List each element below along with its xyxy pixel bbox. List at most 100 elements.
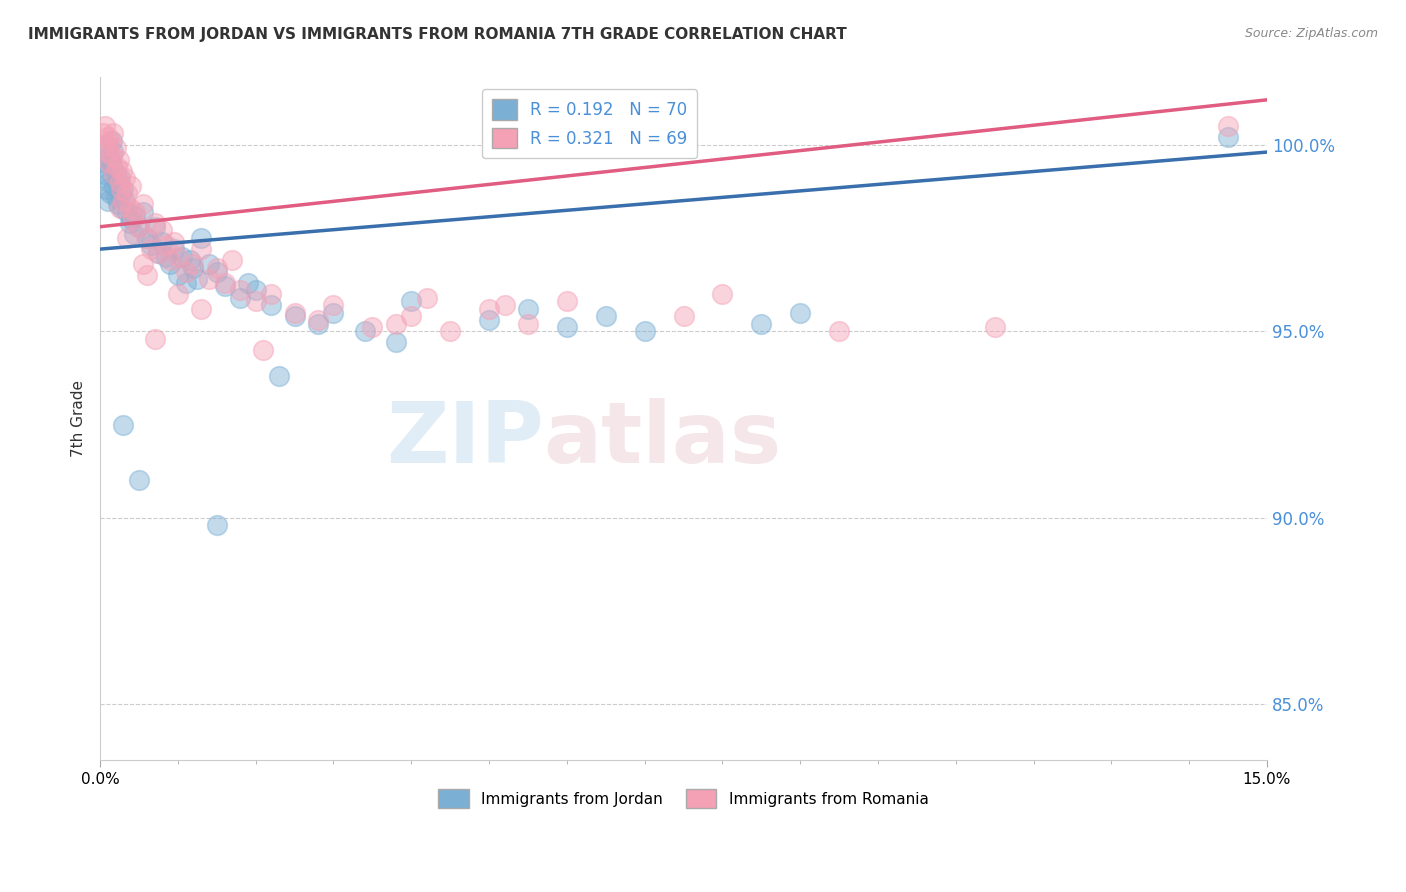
Point — [163, 242, 186, 256]
Text: atlas: atlas — [544, 398, 782, 481]
Point — [124, 209, 146, 223]
Point — [96, 137, 118, 152]
Text: IMMIGRANTS FROM JORDAN VS IMMIGRANTS FROM ROMANIA 7TH GRADE CORRELATION CHART: IMMIGRANTS FROM JORDAN VS IMMIGRANTS FRO… — [28, 27, 846, 42]
Point — [97, 149, 120, 163]
Point — [108, 175, 131, 189]
Point — [117, 231, 139, 245]
Point — [205, 518, 228, 533]
Point — [117, 186, 139, 201]
Point — [96, 156, 118, 170]
Point — [416, 291, 439, 305]
Point — [284, 310, 307, 324]
Point — [97, 175, 120, 189]
Point — [155, 238, 177, 252]
Point — [98, 163, 121, 178]
Point — [112, 182, 135, 196]
Point — [107, 197, 129, 211]
Point — [245, 294, 267, 309]
Point — [183, 260, 205, 275]
Point — [98, 186, 121, 201]
Point — [190, 242, 212, 256]
Point — [120, 178, 142, 193]
Point — [148, 245, 170, 260]
Point — [478, 301, 501, 316]
Point — [198, 272, 221, 286]
Point — [190, 301, 212, 316]
Point — [183, 257, 205, 271]
Point — [97, 130, 120, 145]
Point — [111, 201, 134, 215]
Point — [132, 257, 155, 271]
Point — [118, 216, 141, 230]
Point — [384, 335, 406, 350]
Text: ZIP: ZIP — [385, 398, 544, 481]
Point — [672, 310, 695, 324]
Point — [1216, 130, 1239, 145]
Point — [174, 276, 197, 290]
Point — [983, 320, 1005, 334]
Point — [100, 153, 122, 167]
Point — [214, 279, 236, 293]
Point — [132, 204, 155, 219]
Point — [97, 145, 120, 159]
Point — [236, 276, 259, 290]
Point — [516, 317, 538, 331]
Point — [139, 238, 162, 252]
Point — [139, 242, 162, 256]
Point — [148, 245, 170, 260]
Point — [205, 260, 228, 275]
Point — [94, 182, 117, 196]
Point — [124, 204, 146, 219]
Point — [384, 317, 406, 331]
Point — [105, 160, 128, 174]
Y-axis label: 7th Grade: 7th Grade — [72, 380, 86, 458]
Point — [135, 231, 157, 245]
Point — [260, 286, 283, 301]
Point — [111, 163, 134, 178]
Point — [353, 324, 375, 338]
Point — [361, 320, 384, 334]
Point — [103, 178, 125, 193]
Point — [229, 291, 252, 305]
Point — [96, 137, 118, 152]
Point — [401, 294, 423, 309]
Point — [117, 204, 139, 219]
Point — [103, 145, 125, 159]
Point — [105, 175, 128, 189]
Text: Source: ZipAtlas.com: Source: ZipAtlas.com — [1244, 27, 1378, 40]
Point — [143, 216, 166, 230]
Point — [101, 160, 124, 174]
Point — [121, 212, 143, 227]
Point — [205, 264, 228, 278]
Point — [516, 301, 538, 316]
Point — [167, 286, 190, 301]
Point — [307, 317, 329, 331]
Point — [143, 332, 166, 346]
Point — [98, 134, 121, 148]
Point — [143, 219, 166, 234]
Point — [186, 272, 208, 286]
Point — [170, 250, 193, 264]
Point — [112, 194, 135, 208]
Point — [104, 141, 127, 155]
Point — [159, 253, 181, 268]
Point — [91, 127, 114, 141]
Point — [114, 194, 136, 208]
Point — [163, 235, 186, 249]
Legend: Immigrants from Jordan, Immigrants from Romania: Immigrants from Jordan, Immigrants from … — [433, 783, 935, 814]
Point — [135, 231, 157, 245]
Point — [260, 298, 283, 312]
Point — [101, 127, 124, 141]
Point — [107, 153, 129, 167]
Point — [101, 149, 124, 163]
Point — [108, 171, 131, 186]
Point — [93, 168, 115, 182]
Point — [749, 317, 772, 331]
Point — [108, 201, 131, 215]
Point — [101, 134, 124, 148]
Point — [198, 257, 221, 271]
Point — [98, 156, 121, 170]
Point — [179, 253, 201, 268]
Point — [828, 324, 851, 338]
Point — [128, 219, 150, 234]
